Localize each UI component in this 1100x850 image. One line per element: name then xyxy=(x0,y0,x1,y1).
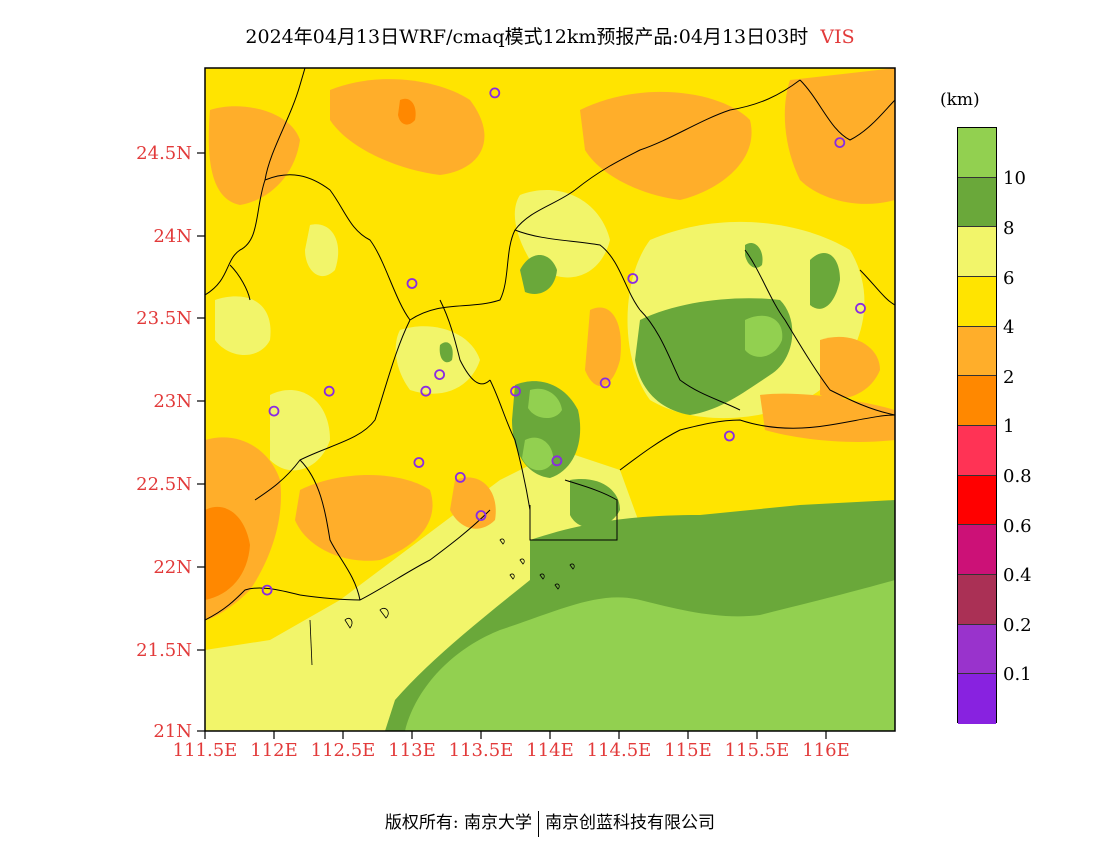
colorbar-swatch xyxy=(958,475,996,526)
lat-tick-label: 22N xyxy=(153,557,192,578)
station-marker xyxy=(510,385,521,397)
station-marker xyxy=(413,457,425,468)
station-markers xyxy=(261,87,866,596)
station-marker xyxy=(551,455,563,467)
station-marker xyxy=(261,584,273,596)
lon-tick-label: 116E xyxy=(802,740,850,761)
chart-title: 2024年04月13日WRF/cmaq模式12km预报产品:04月13日03时 … xyxy=(0,22,1100,49)
station-marker xyxy=(599,377,611,389)
lon-tick-label: 113E xyxy=(388,740,436,761)
colorbar-tick-label: 8 xyxy=(1003,218,1015,239)
title-main: 2024年04月13日WRF/cmaq模式12km预报产品:04月13日03时 xyxy=(245,26,809,48)
station-marker xyxy=(489,87,501,99)
lat-tick-label: 24.5N xyxy=(136,143,192,164)
colorbar-tick-label: 6 xyxy=(1003,268,1015,289)
colorbar-tick-label: 1 xyxy=(1003,416,1015,437)
station-marker xyxy=(454,471,466,483)
colorbar-tick-label: 0.4 xyxy=(1003,565,1032,586)
colorbar-swatch xyxy=(958,425,996,476)
station-marker xyxy=(268,405,280,417)
axis-ticks xyxy=(197,152,827,739)
lat-tick-label: 24N xyxy=(153,226,192,247)
colorbar-swatch xyxy=(958,227,996,277)
colorbar-tick-label: 0.6 xyxy=(1003,516,1032,537)
lat-tick-label: 23N xyxy=(153,391,192,412)
station-marker xyxy=(406,278,418,289)
title-variable: VIS xyxy=(820,26,855,48)
colorbar-tick-label: 0.1 xyxy=(1003,664,1032,685)
station-marker xyxy=(834,137,846,149)
footer-separator xyxy=(538,810,540,837)
station-marker xyxy=(475,510,487,521)
copyright-footer: 版权所有: 南京大学 南京创蓝科技有限公司 xyxy=(0,808,1100,837)
colorbar-swatch xyxy=(958,177,996,228)
visibility-field xyxy=(205,68,895,731)
lat-tick-label: 22.5N xyxy=(136,474,192,495)
lon-tick-label: 114.5E xyxy=(586,740,652,761)
colorbar-tick-label: 4 xyxy=(1003,317,1015,338)
footer-company: 南京创蓝科技有限公司 xyxy=(545,813,716,833)
lon-tick-label: 111.5E xyxy=(172,740,238,761)
colorbar-swatch xyxy=(958,624,996,675)
colorbar-swatch xyxy=(958,525,996,575)
lon-tick-label: 114E xyxy=(526,740,574,761)
colorbar-swatch xyxy=(958,574,996,625)
colorbar-swatch xyxy=(958,128,996,178)
colorbar-tick-label: 0.2 xyxy=(1003,615,1032,636)
colorbar-unit: (km) xyxy=(940,90,980,110)
lat-tick-label: 21N xyxy=(153,721,192,742)
colorbar-swatch xyxy=(958,376,996,426)
station-marker xyxy=(855,302,866,314)
coastline-islands xyxy=(309,538,575,666)
station-marker xyxy=(434,369,446,381)
colorbar-swatch xyxy=(958,326,996,377)
lon-tick-label: 112E xyxy=(250,740,298,761)
lon-tick-label: 113.5E xyxy=(448,740,514,761)
colorbar-tick-label: 2 xyxy=(1003,367,1015,388)
station-marker xyxy=(627,273,639,284)
lon-tick-label: 112.5E xyxy=(310,740,376,761)
station-marker xyxy=(724,430,735,442)
lat-tick-label: 23.5N xyxy=(136,308,192,329)
colorbar xyxy=(957,127,997,724)
colorbar-tick-label: 10 xyxy=(1003,168,1026,189)
station-marker xyxy=(420,385,432,397)
admin-boundaries xyxy=(205,68,895,621)
lon-tick-label: 115E xyxy=(664,740,712,761)
lat-tick-label: 21.5N xyxy=(136,640,192,661)
colorbar-swatch xyxy=(958,276,996,327)
lon-tick-label: 115.5E xyxy=(724,740,790,761)
colorbar-swatch xyxy=(958,674,996,724)
colorbar-tick-label: 0.8 xyxy=(1003,466,1032,487)
station-marker xyxy=(323,385,335,397)
footer-copyright: 版权所有: 南京大学 xyxy=(384,813,533,833)
